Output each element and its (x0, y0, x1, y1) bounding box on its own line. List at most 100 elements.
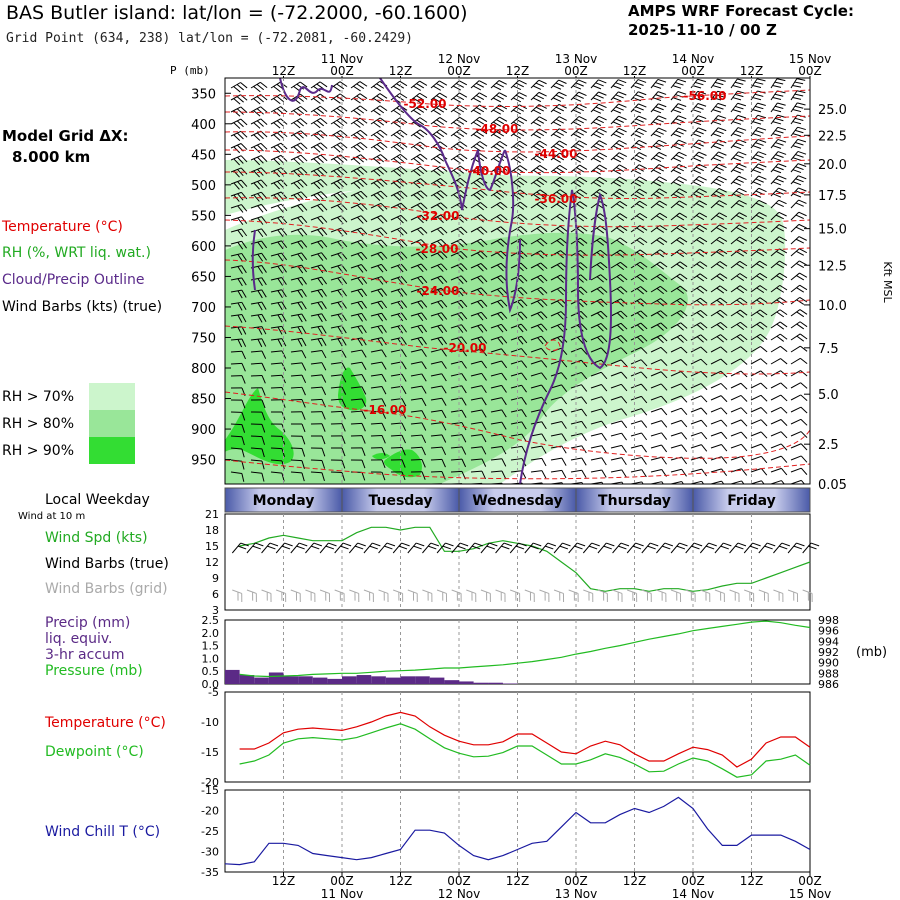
surface-wind-barb-true (231, 542, 249, 554)
top-date-label: 14 Nov (672, 52, 715, 66)
xs-wind-barb (690, 322, 708, 331)
xs-wind-barb (670, 90, 687, 101)
pressure-tick-label: 986 (818, 678, 839, 691)
pressure-line (239, 620, 811, 678)
xs-wind-barb (670, 407, 688, 415)
xs-wind-barb (410, 361, 427, 370)
xs-wind-barb (530, 274, 548, 284)
xs-wind-barb (410, 92, 428, 104)
dewpoint-line (239, 723, 811, 778)
xs-wind-barb (530, 91, 547, 103)
xs-wind-barb (350, 349, 367, 358)
xs-wind-barb (690, 419, 708, 428)
surface-wind-barb-true (480, 542, 498, 554)
xs-wind-barb (250, 81, 268, 93)
xs-wind-barb (610, 457, 627, 466)
surface-wind-barb-true (787, 542, 805, 554)
xs-wind-barb (370, 447, 386, 456)
xs-wind-barb (750, 443, 768, 451)
xs-wind-barb (570, 176, 588, 188)
xs-wind-barb (670, 200, 688, 209)
xs-wind-barb (690, 103, 707, 113)
xs-wind-barb (350, 105, 368, 116)
xs-wind-barb (610, 213, 628, 221)
xs-wind-barb (590, 115, 607, 126)
xs-wind-barb (790, 431, 808, 438)
top-time-tick: 00Z (681, 64, 705, 78)
xs-wind-barb (710, 127, 727, 138)
xs-wind-barb (250, 350, 267, 359)
xs-wind-barb (590, 274, 608, 283)
y-tick-label: 1.5 (202, 640, 220, 653)
surface-wind-barb-grid (670, 589, 682, 602)
xs-wind-barb (730, 114, 747, 125)
surface-wind-barb-grid (349, 589, 360, 602)
xs-wind-barb (490, 214, 508, 223)
xs-wind-barb (730, 90, 746, 101)
xs-wind-barb (770, 175, 787, 186)
xs-wind-barb (370, 422, 386, 432)
xs-wind-barb (730, 200, 747, 209)
xs-wind-barb (550, 457, 567, 466)
xs-wind-barb (290, 350, 307, 359)
xs-wind-barb (310, 459, 326, 469)
xs-wind-barb (530, 286, 548, 296)
xs-wind-barb (530, 335, 548, 345)
xs-wind-barb (530, 347, 548, 356)
xs-wind-barb (550, 213, 568, 222)
xs-wind-barb (730, 102, 746, 113)
xs-wind-barb (590, 262, 608, 271)
xs-wind-barb (230, 338, 247, 348)
xs-wind-barb (430, 299, 448, 309)
xs-wind-barb (410, 263, 428, 273)
top-time-tick: 12Z (272, 64, 296, 78)
xs-wind-barb (730, 407, 748, 415)
xs-wind-barb (410, 471, 426, 480)
xs-wind-barb (670, 468, 687, 477)
xs-wind-barb (730, 285, 748, 294)
xs-wind-barb (330, 117, 348, 129)
xs-wind-barb (770, 272, 788, 281)
xs-wind-barb (590, 457, 607, 466)
xs-wind-barb (350, 129, 368, 141)
surface-wind-barb-grid (597, 589, 608, 602)
xs-wind-barb (250, 399, 266, 409)
surface-wind-barb-grid (334, 589, 345, 602)
xs-wind-barb (450, 446, 467, 455)
xs-wind-barb (550, 433, 567, 442)
xs-wind-barb (610, 200, 628, 209)
xs-wind-barb (370, 300, 388, 310)
xs-wind-barb (290, 203, 308, 213)
xs-wind-barb (470, 263, 488, 272)
xs-wind-barb (650, 151, 667, 163)
xs-wind-barb (730, 175, 747, 186)
xs-wind-barb (230, 435, 245, 446)
xs-wind-barb (811, 357, 827, 371)
pressure-tick-label: 650 (191, 270, 216, 285)
xs-wind-barb (650, 334, 668, 344)
xs-wind-barb (310, 178, 328, 190)
y-tick-label: 2.5 (202, 614, 220, 627)
surface-wind-barb-grid (466, 589, 477, 602)
xs-wind-barb (250, 155, 268, 166)
xs-wind-barb (650, 444, 668, 453)
top-time-tick: 00Z (564, 64, 588, 78)
surface-wind-barb-true (261, 542, 279, 554)
precip-bar (385, 677, 401, 684)
top-date-label: 12 Nov (438, 52, 481, 66)
xs-wind-barb (750, 151, 767, 162)
xs-wind-barb (670, 78, 687, 89)
surface-wind-barb-true (641, 542, 659, 554)
surface-wind-barb-true (568, 542, 586, 554)
xs-wind-barb (270, 313, 287, 323)
xs-wind-barb (370, 398, 387, 407)
xs-wind-barb (590, 310, 608, 320)
xs-wind-barb (610, 420, 628, 429)
xs-wind-barb (470, 275, 488, 284)
xs-wind-barb (390, 239, 408, 248)
xs-wind-barb (730, 273, 748, 281)
height-tick-label: 0.05 (818, 478, 847, 493)
xs-wind-barb (690, 395, 708, 403)
xs-wind-barb (350, 300, 367, 310)
xs-wind-barb (230, 350, 246, 360)
